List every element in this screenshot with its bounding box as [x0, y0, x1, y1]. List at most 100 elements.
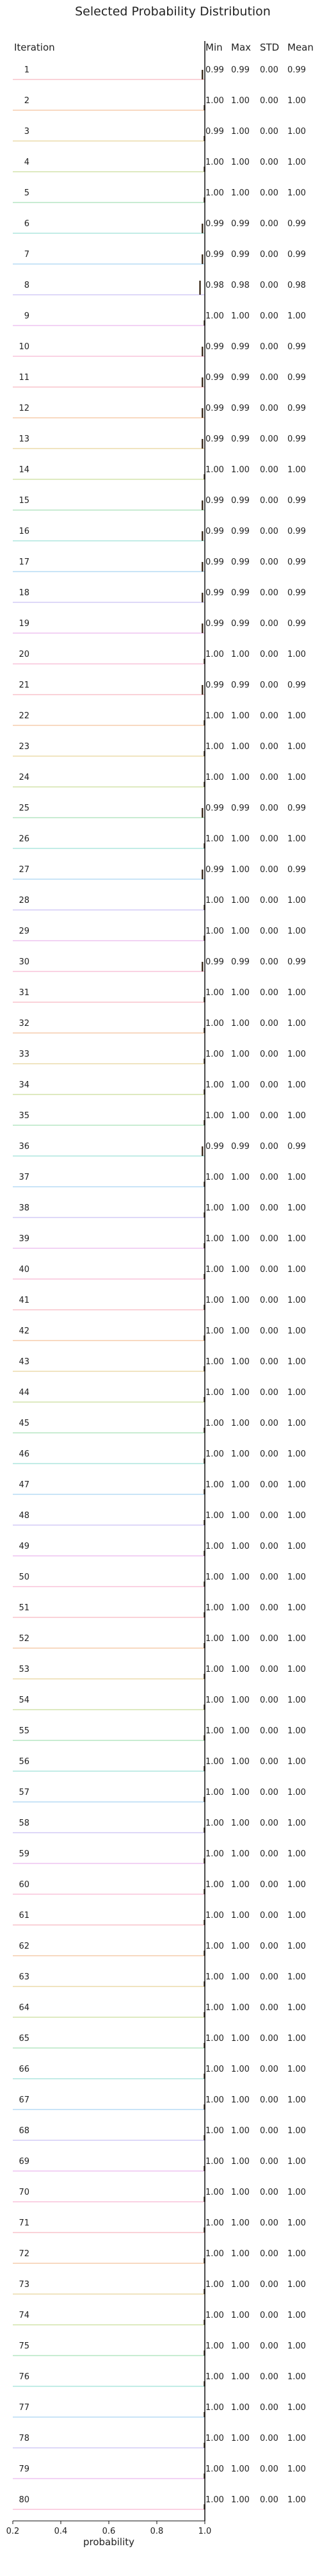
ridge-row: 6 0.99 0.99 0.00 0.99 [13, 219, 306, 234]
stat-max: 1.00 [231, 1696, 250, 1705]
stat-std: 0.00 [260, 373, 278, 383]
stat-std: 0.00 [260, 281, 278, 290]
stat-std: 0.00 [260, 1234, 278, 1244]
ridge-row: 59 1.00 1.00 0.00 1.00 [13, 1849, 306, 1864]
ridge-row: 13 0.99 0.99 0.00 0.99 [13, 434, 306, 449]
stat-std: 0.00 [260, 2188, 278, 2197]
stat-max: 1.00 [231, 2311, 250, 2320]
ridge-row: 7 0.99 0.99 0.00 0.99 [13, 250, 306, 265]
iteration-label: 50 [19, 1573, 29, 1582]
stat-std: 0.00 [260, 804, 278, 813]
stat-max: 1.00 [231, 127, 250, 136]
stat-std: 0.00 [260, 1080, 278, 1090]
stat-mean: 1.00 [287, 2311, 306, 2320]
stat-std: 0.00 [260, 1665, 278, 1674]
stat-min: 1.00 [205, 711, 224, 721]
ridge-row: 64 1.00 1.00 0.00 1.00 [13, 2003, 306, 2018]
ridge-row: 41 1.00 1.00 0.00 1.00 [13, 1296, 306, 1310]
stat-std: 0.00 [260, 1819, 278, 1828]
stat-mean: 1.00 [287, 2403, 306, 2413]
ridge-row: 54 1.00 1.00 0.00 1.00 [13, 1696, 306, 1710]
iteration-label: 10 [19, 342, 29, 352]
iteration-label: 61 [19, 1911, 29, 1920]
ridge-row: 70 1.00 1.00 0.00 1.00 [13, 2188, 306, 2202]
ridge-row: 18 0.99 0.99 0.00 0.99 [13, 588, 306, 603]
stat-mean: 0.99 [287, 681, 306, 690]
iteration-label: 37 [19, 1173, 29, 1182]
ridge-row: 44 1.00 1.00 0.00 1.00 [13, 1388, 306, 1403]
stat-min: 1.00 [205, 188, 224, 198]
iteration-label: 15 [19, 496, 29, 506]
ridge-row: 2 1.00 1.00 0.00 1.00 [13, 96, 306, 111]
iteration-label: 55 [19, 1726, 29, 1736]
stat-std: 0.00 [260, 1142, 278, 1152]
stat-max: 0.99 [231, 619, 250, 629]
stat-mean: 0.99 [287, 342, 306, 352]
stat-mean: 0.99 [287, 865, 306, 875]
ridge-row: 63 1.00 1.00 0.00 1.00 [13, 1972, 306, 1987]
ridge-row: 73 1.00 1.00 0.00 1.00 [13, 2280, 306, 2295]
stat-max: 1.00 [231, 1234, 250, 1244]
stat-mean: 1.00 [287, 96, 306, 106]
stat-mean: 1.00 [287, 1634, 306, 1644]
stat-std: 0.00 [260, 250, 278, 260]
ridge-row: 52 1.00 1.00 0.00 1.00 [13, 1634, 306, 1649]
stat-max: 1.00 [231, 1080, 250, 1090]
iteration-label: 40 [19, 1265, 29, 1275]
iteration-label: 76 [19, 2372, 29, 2382]
stat-std: 0.00 [260, 1111, 278, 1121]
stat-std: 0.00 [260, 1388, 278, 1398]
ridge-rows: 1 0.99 0.99 0.00 0.992 1.00 1.00 0.00 1.003 0.99 1… [13, 65, 306, 2510]
stat-min: 1.00 [205, 1665, 224, 1674]
stat-std: 0.00 [260, 188, 278, 198]
stat-std: 0.00 [260, 2065, 278, 2074]
stat-max: 1.00 [231, 1911, 250, 1920]
stat-mean: 1.00 [287, 1080, 306, 1090]
stat-max: 0.99 [231, 957, 250, 967]
stat-mean: 0.99 [287, 65, 306, 75]
stat-min: 1.00 [205, 1511, 224, 1521]
stat-min: 1.00 [205, 650, 224, 659]
stat-mean: 0.99 [287, 373, 306, 383]
ridge-row: 45 1.00 1.00 0.00 1.00 [13, 1419, 306, 1433]
stat-min: 1.00 [205, 1573, 224, 1582]
stat-min: 1.00 [205, 311, 224, 321]
stat-mean: 1.00 [287, 896, 306, 905]
stat-max: 0.99 [231, 219, 250, 229]
iteration-label: 71 [19, 2218, 29, 2228]
stat-min: 1.00 [205, 896, 224, 905]
stat-max: 1.00 [231, 1726, 250, 1736]
stat-max: 0.99 [231, 434, 250, 444]
stat-mean: 1.00 [287, 1972, 306, 1982]
stat-mean: 1.00 [287, 711, 306, 721]
stat-std: 0.00 [260, 896, 278, 905]
stat-std: 0.00 [260, 2249, 278, 2259]
x-axis-label: probability [83, 2536, 134, 2548]
stat-mean: 1.00 [287, 1388, 306, 1398]
ridge-row: 11 0.99 0.99 0.00 0.99 [13, 373, 306, 388]
ridge-row: 29 1.00 1.00 0.00 1.00 [13, 927, 306, 941]
stat-std: 0.00 [260, 711, 278, 721]
stat-mean: 0.98 [287, 281, 306, 290]
stat-mean: 0.99 [287, 588, 306, 598]
stat-max: 1.00 [231, 1296, 250, 1305]
stat-min: 0.99 [205, 527, 224, 536]
stat-min: 1.00 [205, 1819, 224, 1828]
iteration-label: 47 [19, 1480, 29, 1490]
stat-mean: 1.00 [287, 1234, 306, 1244]
stat-min: 1.00 [205, 1388, 224, 1398]
stat-min: 0.99 [205, 496, 224, 506]
stat-std: 0.00 [260, 2403, 278, 2413]
stat-mean: 1.00 [287, 773, 306, 782]
stat-min: 1.00 [205, 1234, 224, 1244]
iteration-label: 75 [19, 2341, 29, 2351]
stat-std: 0.00 [260, 496, 278, 506]
x-tick-label: 0.6 [102, 2527, 116, 2536]
stat-min: 1.00 [205, 1757, 224, 1767]
stat-max: 0.99 [231, 588, 250, 598]
ridge-row: 62 1.00 1.00 0.00 1.00 [13, 1942, 306, 1956]
stat-std: 0.00 [260, 1788, 278, 1797]
stat-mean: 1.00 [287, 2341, 306, 2351]
ridge-row: 48 1.00 1.00 0.00 1.00 [13, 1511, 306, 1526]
stat-min: 1.00 [205, 2465, 224, 2474]
